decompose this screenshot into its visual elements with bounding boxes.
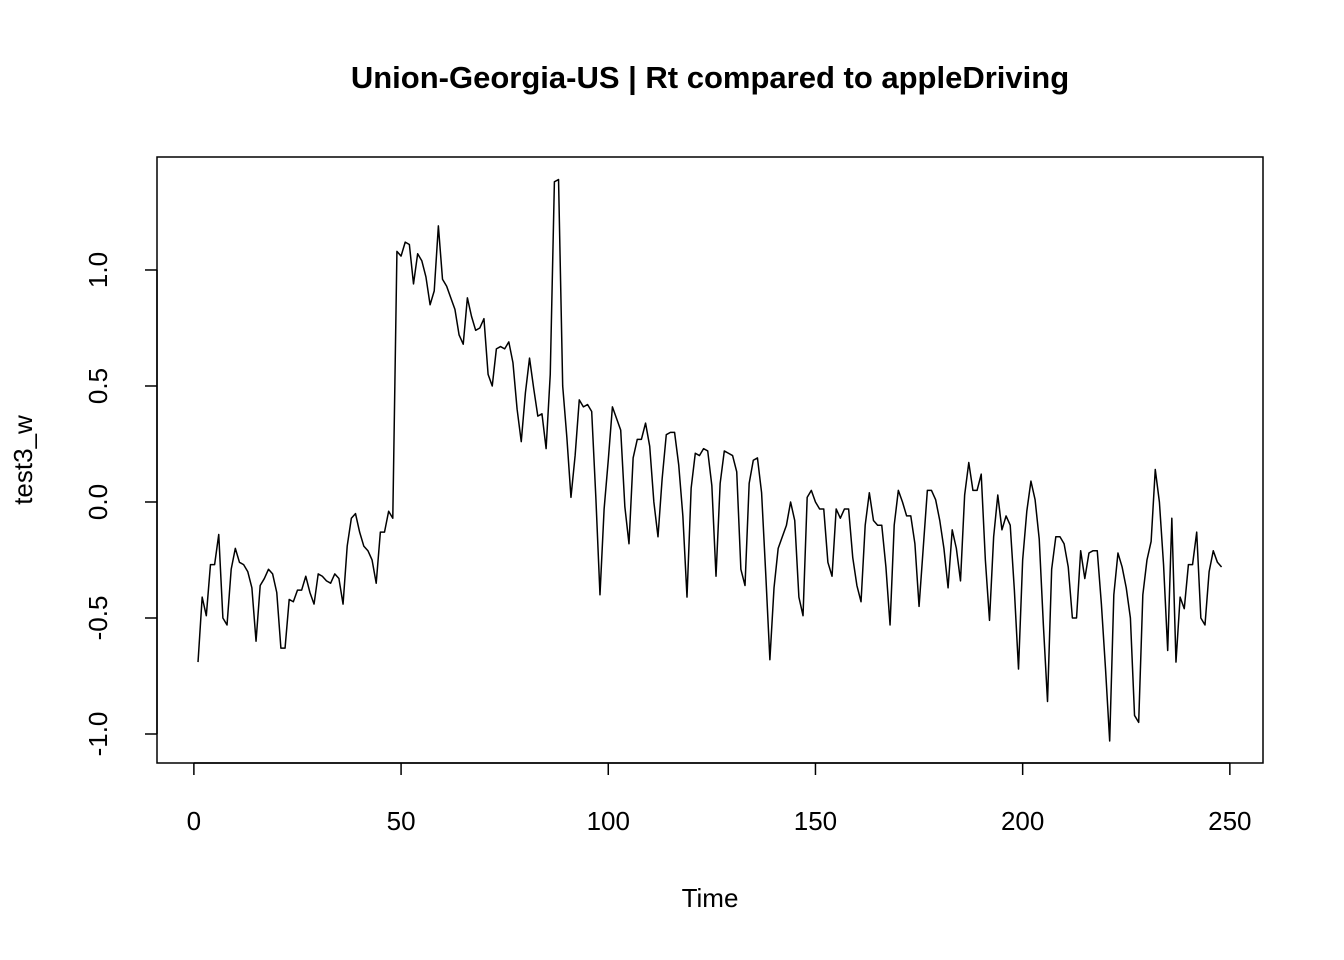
x-tick-label: 200 [1001, 806, 1044, 836]
chart-title: Union-Georgia-US | Rt compared to appleD… [351, 60, 1069, 95]
x-tick-label: 50 [387, 806, 416, 836]
x-axis-label: Time [682, 883, 739, 913]
data-line [197, 178, 1223, 742]
y-tick-label: -1.0 [83, 712, 113, 757]
x-tick-label: 100 [587, 806, 630, 836]
y-tick-label: 0.5 [83, 368, 113, 404]
y-axis-label: test3_w [8, 415, 38, 505]
x-tick-label: 0 [187, 806, 201, 836]
y-tick-label: 1.0 [83, 252, 113, 288]
y-tick-label: 0.0 [83, 484, 113, 520]
y-tick-label: -0.5 [83, 596, 113, 641]
x-tick-label: 150 [794, 806, 837, 836]
x-tick-label: 250 [1208, 806, 1251, 836]
